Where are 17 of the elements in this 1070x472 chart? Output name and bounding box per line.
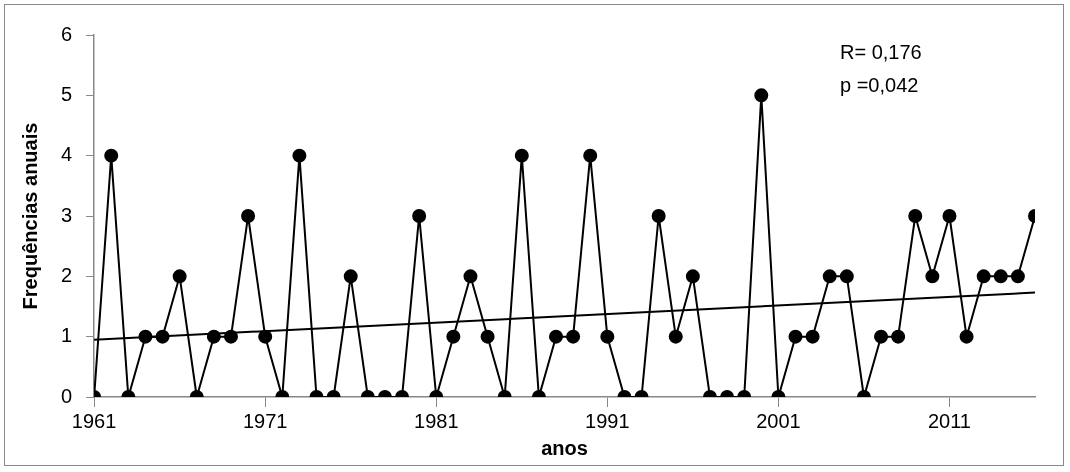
y-tick-label: 0 <box>61 384 73 407</box>
y-tick-label: 6 <box>61 22 73 45</box>
x-axis-title: anos <box>541 436 588 459</box>
x-tick-label: 2001 <box>756 409 801 432</box>
y-tick-label: 5 <box>61 82 73 105</box>
x-tick-label: 2011 <box>927 409 971 432</box>
y-tick-label: 1 <box>61 324 73 347</box>
y-tick-label: 3 <box>61 203 73 226</box>
x-tick-label: 1961 <box>71 409 117 432</box>
annotation: p =0,042 <box>840 73 919 96</box>
y-tick-label: 4 <box>61 143 73 166</box>
annotation: R= 0,176 <box>840 40 922 63</box>
x-tick-label: 1981 <box>414 409 459 432</box>
y-tick-label: 2 <box>61 263 73 286</box>
y-axis-title: Frequências anuais <box>18 122 41 310</box>
x-tick-label: 1991 <box>585 409 630 432</box>
x-tick-label: 1971 <box>242 409 288 432</box>
